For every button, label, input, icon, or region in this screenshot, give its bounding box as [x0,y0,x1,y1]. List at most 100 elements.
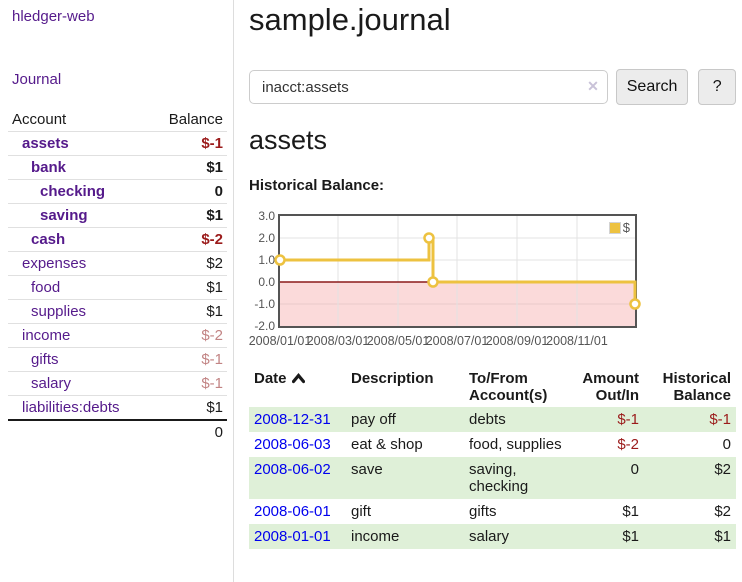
account-balance: $-1 [150,131,227,156]
transaction-balance: $-1 [709,411,731,428]
sort-ascending-icon [291,373,305,384]
transaction-balance: $1 [714,528,731,545]
account-row-assets: assets $-1 [8,131,227,156]
account-heading: assets [249,125,328,155]
x-tick-label: 2008/05/01 [366,334,430,348]
account-link-checking[interactable]: checking [40,183,106,200]
account-row-bank: bank $1 [8,155,227,180]
account-balance: $1 [150,275,227,300]
search-form: ✕ Search ? [249,69,736,105]
accounts-header-balance: Balance [150,108,227,132]
account-balance: 0 [150,179,227,204]
chart-canvas [274,216,641,326]
account-link-saving[interactable]: saving [40,207,88,224]
account-link-supplies[interactable]: supplies [31,303,87,320]
nav-journal-link[interactable]: Journal [12,71,62,88]
transaction-description: pay off [351,411,396,428]
data-point [423,232,435,244]
transaction-description: income [351,528,400,545]
account-link-income[interactable]: income [22,327,71,344]
transaction-description: gift [351,503,372,520]
legend-label: $ [622,220,630,235]
transaction-description: eat & shop [351,436,423,453]
transaction-accounts: food, supplies [469,436,562,453]
y-tick-label: -1.0 [254,297,275,311]
account-link-expenses[interactable]: expenses [22,255,87,272]
help-button[interactable]: ? [698,69,736,105]
transaction-date-link[interactable]: 2008-06-03 [254,436,331,453]
sidebar: hledger-web Journal Account Balance asse… [0,0,234,582]
chart-title: Historical Balance: [249,177,385,194]
transaction-date-link[interactable]: 2008-01-01 [254,528,331,545]
chart-plot-area: $ [274,214,641,328]
y-tick-label: 0.0 [258,275,275,289]
account-balance: $1 [150,155,227,180]
register-header-row: Date Description To/From Account(s) Amou… [249,367,736,407]
x-tick-label: 2008/03/01 [306,334,370,348]
transaction-date-link[interactable]: 2008-06-02 [254,461,331,478]
search-button[interactable]: Search [615,69,689,105]
account-row-liabilities-debts: liabilities:debts $1 [8,396,227,421]
x-tick-label: 2008/11/01 [546,334,608,348]
account-link-cash[interactable]: cash [31,231,66,248]
search-box: ✕ [249,70,608,104]
x-tick-label: 2008/07/01 [425,334,489,348]
transaction-accounts: gifts [469,503,497,520]
y-tick-label: 1.0 [258,253,275,267]
x-tick-label: 2008/09/01 [485,334,549,348]
y-tick-label: 3.0 [258,209,275,223]
register-header-balance: Historical Balance [662,370,731,404]
register-table: Date Description To/From Account(s) Amou… [249,367,736,549]
accounts-total-row: 0 [8,419,227,444]
account-link-liabilities-debts[interactable]: liabilities:debts [22,399,120,416]
clear-search-icon[interactable]: ✕ [587,78,599,94]
account-row-salary: salary $-1 [8,371,227,396]
account-link-gifts[interactable]: gifts [31,351,59,368]
page-title: sample.journal [249,2,451,37]
account-row-checking: checking 0 [8,179,227,204]
transaction-amount: $-2 [617,436,639,453]
search-input[interactable] [249,70,608,104]
accounts-header-account: Account [8,108,151,132]
transaction-balance: $2 [714,461,731,478]
data-point [427,276,439,288]
account-row-cash: cash $-2 [8,227,227,252]
account-row-saving: saving $1 [8,203,227,228]
account-link-food[interactable]: food [31,279,61,296]
account-link-salary[interactable]: salary [31,375,72,392]
account-balance: $1 [150,299,227,324]
account-balance: $-1 [150,347,227,372]
account-balance: $1 [206,399,223,416]
register-row: 2008-01-01 income salary $1 $1 [249,524,736,549]
transaction-date-link[interactable]: 2008-06-01 [254,503,331,520]
y-tick-label: -2.0 [254,319,275,333]
transaction-date-link[interactable]: 2008-12-31 [254,411,331,428]
historical-balance-chart: 3.0 2.0 1.0 0.0 -1.0 -2.0 [249,207,736,351]
accounts-table: Account Balance assets $-1 bank $1 check… [8,108,227,444]
transaction-amount: 0 [630,461,639,478]
register-header-amount: Amount Out/In [582,370,639,404]
brand-link[interactable]: hledger-web [12,8,95,25]
register-header-tofrom: To/From Account(s) [469,370,548,404]
account-row-income: income $-2 [8,323,227,348]
x-tick-label: 2008/01/01 [248,334,312,348]
account-row-gifts: gifts $-1 [8,347,227,372]
account-balance: $-1 [150,371,227,396]
account-balance: $1 [150,203,227,228]
account-row-food: food $1 [8,275,227,300]
main-content: sample.journal ✕ Search ? assets Histori… [249,0,736,549]
register-header-date[interactable]: Date [249,367,346,407]
register-row: 2008-06-02 save saving, checking 0 $2 [249,457,736,499]
accounts-header-row: Account Balance [8,108,227,132]
account-balance: $-2 [150,227,227,252]
legend-swatch-icon [608,221,621,234]
transaction-accounts: debts [469,411,506,428]
account-row-expenses: expenses $2 [8,251,227,276]
account-link-bank[interactable]: bank [31,159,67,176]
transaction-amount: $-1 [617,411,639,428]
transaction-description: save [351,461,383,478]
account-link-assets[interactable]: assets [22,135,69,152]
data-point [274,254,286,266]
transaction-amount: $1 [622,528,639,545]
transaction-balance: $2 [714,503,731,520]
